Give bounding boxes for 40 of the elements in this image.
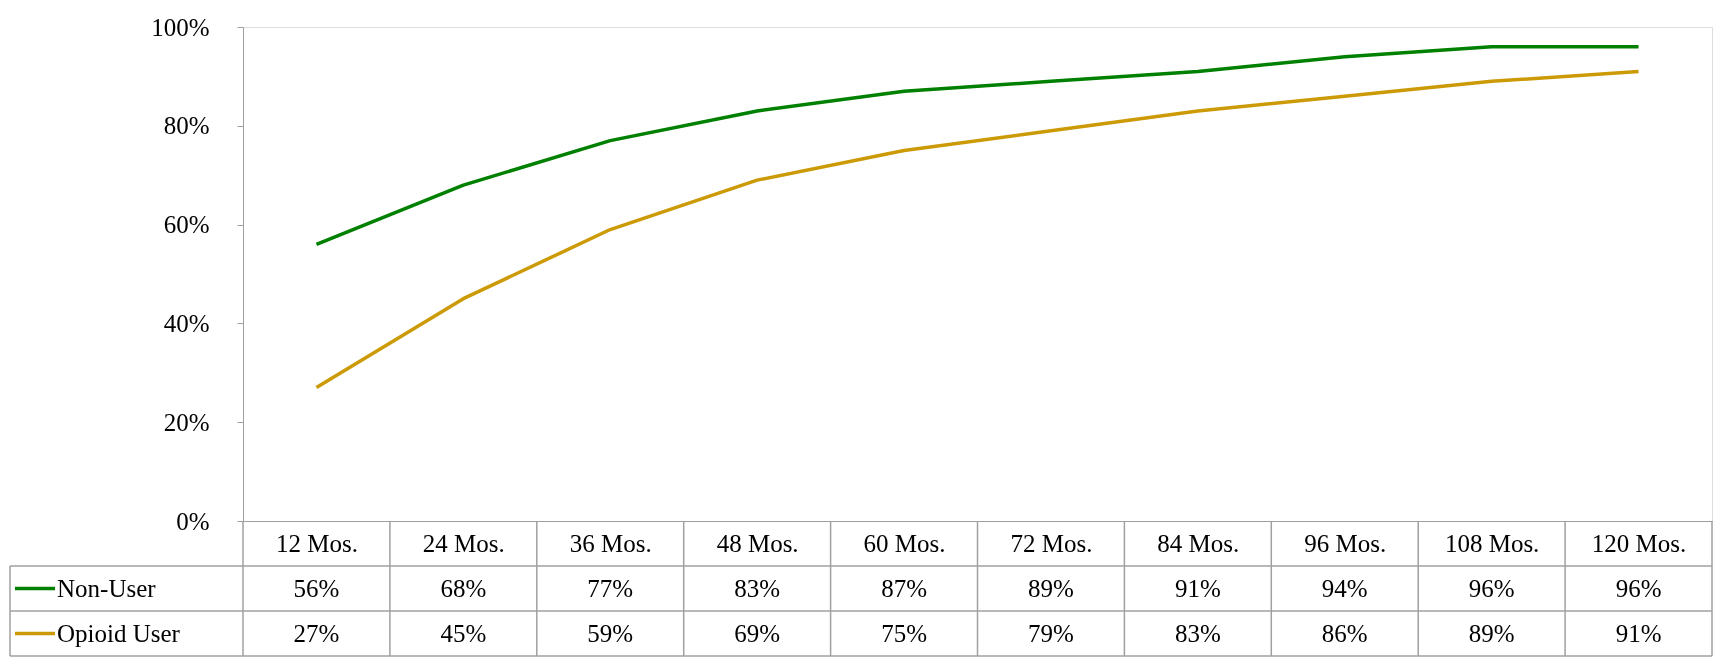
data-label: 68% [440,574,487,602]
data-label: 94% [1321,574,1368,602]
y-tick-label: 0% [176,507,210,535]
data-label: 83% [734,574,781,602]
x-tick-label: 84 Mos. [1157,529,1240,557]
data-label: 91% [1615,619,1662,647]
data-label: 91% [1174,574,1221,602]
data-label: 45% [440,619,487,647]
x-tick-label: 24 Mos. [422,529,505,557]
data-label: 69% [734,619,781,647]
y-tick-label: 80% [163,112,210,140]
data-label: 27% [293,619,340,647]
x-tick-label: 96 Mos. [1304,529,1387,557]
y-tick-label: 40% [163,309,210,337]
data-label: 87% [881,574,927,602]
x-tick-label: 12 Mos. [275,529,358,557]
legend-label: Opioid User [57,619,181,647]
x-tick-label: 48 Mos. [716,529,799,557]
data-label: 59% [587,619,634,647]
x-tick-label: 36 Mos. [569,529,652,557]
y-tick-label: 20% [163,408,210,436]
y-tick-label: 100% [151,13,210,41]
data-label: 96% [1615,574,1662,602]
data-label: 83% [1174,619,1221,647]
x-tick-label: 120 Mos. [1591,529,1687,557]
data-label: 89% [1468,619,1515,647]
data-label: 96% [1468,574,1515,602]
data-label: 79% [1028,619,1074,647]
x-tick-label: 72 Mos. [1010,529,1093,557]
data-label: 75% [881,619,927,647]
line-series [314,69,1641,390]
data-label: 89% [1028,574,1074,602]
line-series [314,45,1641,247]
y-tick-label: 60% [163,211,210,239]
x-tick-label: 108 Mos. [1444,529,1540,557]
data-label: 56% [293,574,340,602]
legend-label: Non-User [57,574,157,602]
data-label: 77% [587,574,634,602]
x-tick-label: 60 Mos. [863,529,946,557]
data-label: 86% [1321,619,1368,647]
